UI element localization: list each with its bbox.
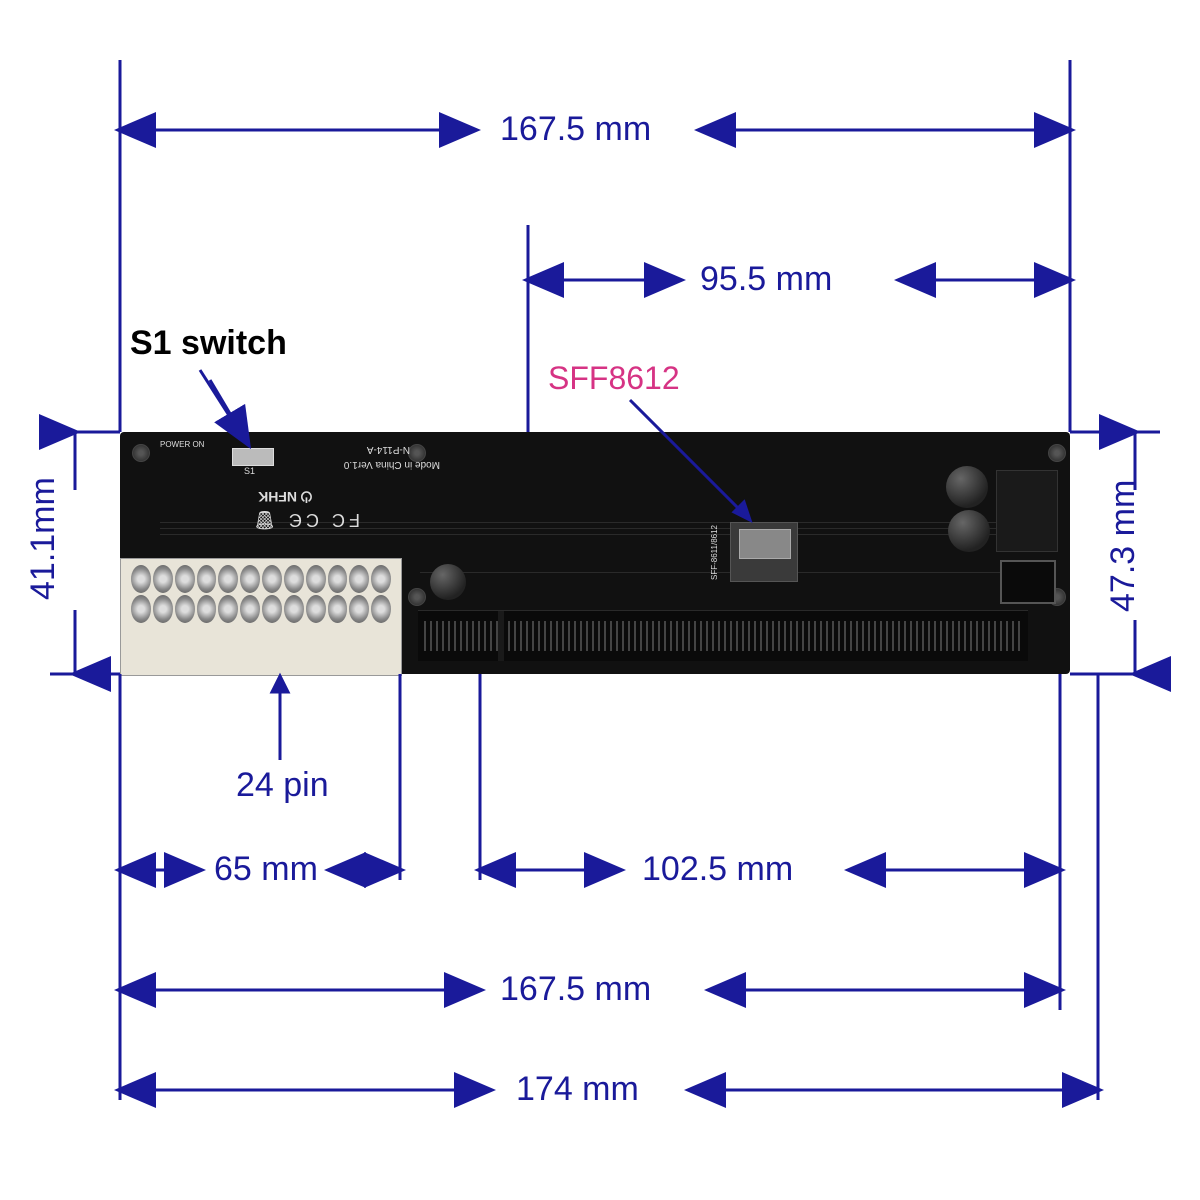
diagram-container: POWER ON S1 Mode in China Ver1.0 N-P114-… bbox=[0, 0, 1200, 1200]
dim-right-height: 47.3 mm bbox=[1104, 480, 1143, 612]
dim-upper-right: 95.5 mm bbox=[700, 260, 832, 299]
callout-sff8612: SFF8612 bbox=[548, 360, 680, 397]
callout-s1-switch: S1 switch bbox=[130, 324, 287, 363]
dim-left-height: 41.1mm bbox=[24, 477, 63, 600]
dim-bottom-mid: 167.5 mm bbox=[500, 970, 651, 1009]
dim-bottom-full: 174 mm bbox=[516, 1070, 639, 1109]
dimension-overlay bbox=[0, 0, 1200, 1200]
dim-bottom-right: 102.5 mm bbox=[642, 850, 793, 889]
dim-top-width: 167.5 mm bbox=[500, 110, 651, 149]
dim-bottom-left: 65 mm bbox=[214, 850, 318, 889]
callout-24pin: 24 pin bbox=[236, 766, 329, 805]
